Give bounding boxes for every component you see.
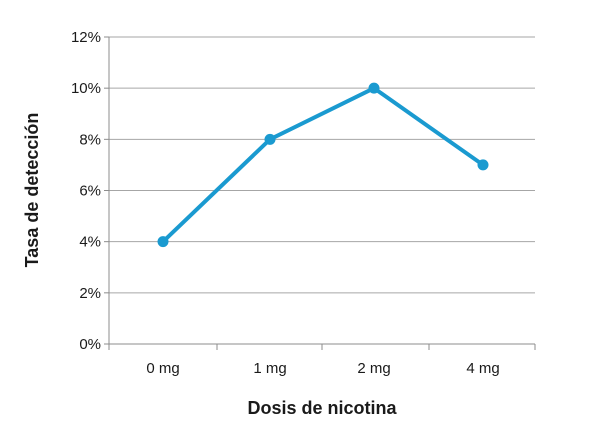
axes <box>104 36 536 350</box>
x-tick-label: 0 mg <box>146 360 179 377</box>
x-axis-title: Dosis de nicotina <box>247 398 397 418</box>
x-tick-label: 2 mg <box>357 360 390 377</box>
data-point <box>477 159 489 171</box>
y-axis-title: Tasa de detección <box>22 113 42 268</box>
series-line <box>161 86 485 244</box>
series <box>157 82 489 248</box>
y-tick-labels: 0% 2% 4% 6% 8% 10% 12% <box>71 29 101 353</box>
y-tick-label: 2% <box>79 285 101 302</box>
y-tick-label: 8% <box>79 131 101 148</box>
grid-lines <box>109 36 535 294</box>
data-point <box>264 133 276 145</box>
y-tick-label: 0% <box>79 336 101 353</box>
x-tick-label: 1 mg <box>253 360 286 377</box>
y-tick-label: 10% <box>71 80 101 97</box>
data-point <box>368 82 380 94</box>
x-tick-label: 4 mg <box>466 360 499 377</box>
data-point <box>157 236 169 248</box>
y-tick-label: 6% <box>79 183 101 200</box>
y-tick-label: 12% <box>71 29 101 46</box>
y-tick-label: 4% <box>79 234 101 251</box>
x-tick-labels: 0 mg 1 mg 2 mg 4 mg <box>146 360 499 377</box>
